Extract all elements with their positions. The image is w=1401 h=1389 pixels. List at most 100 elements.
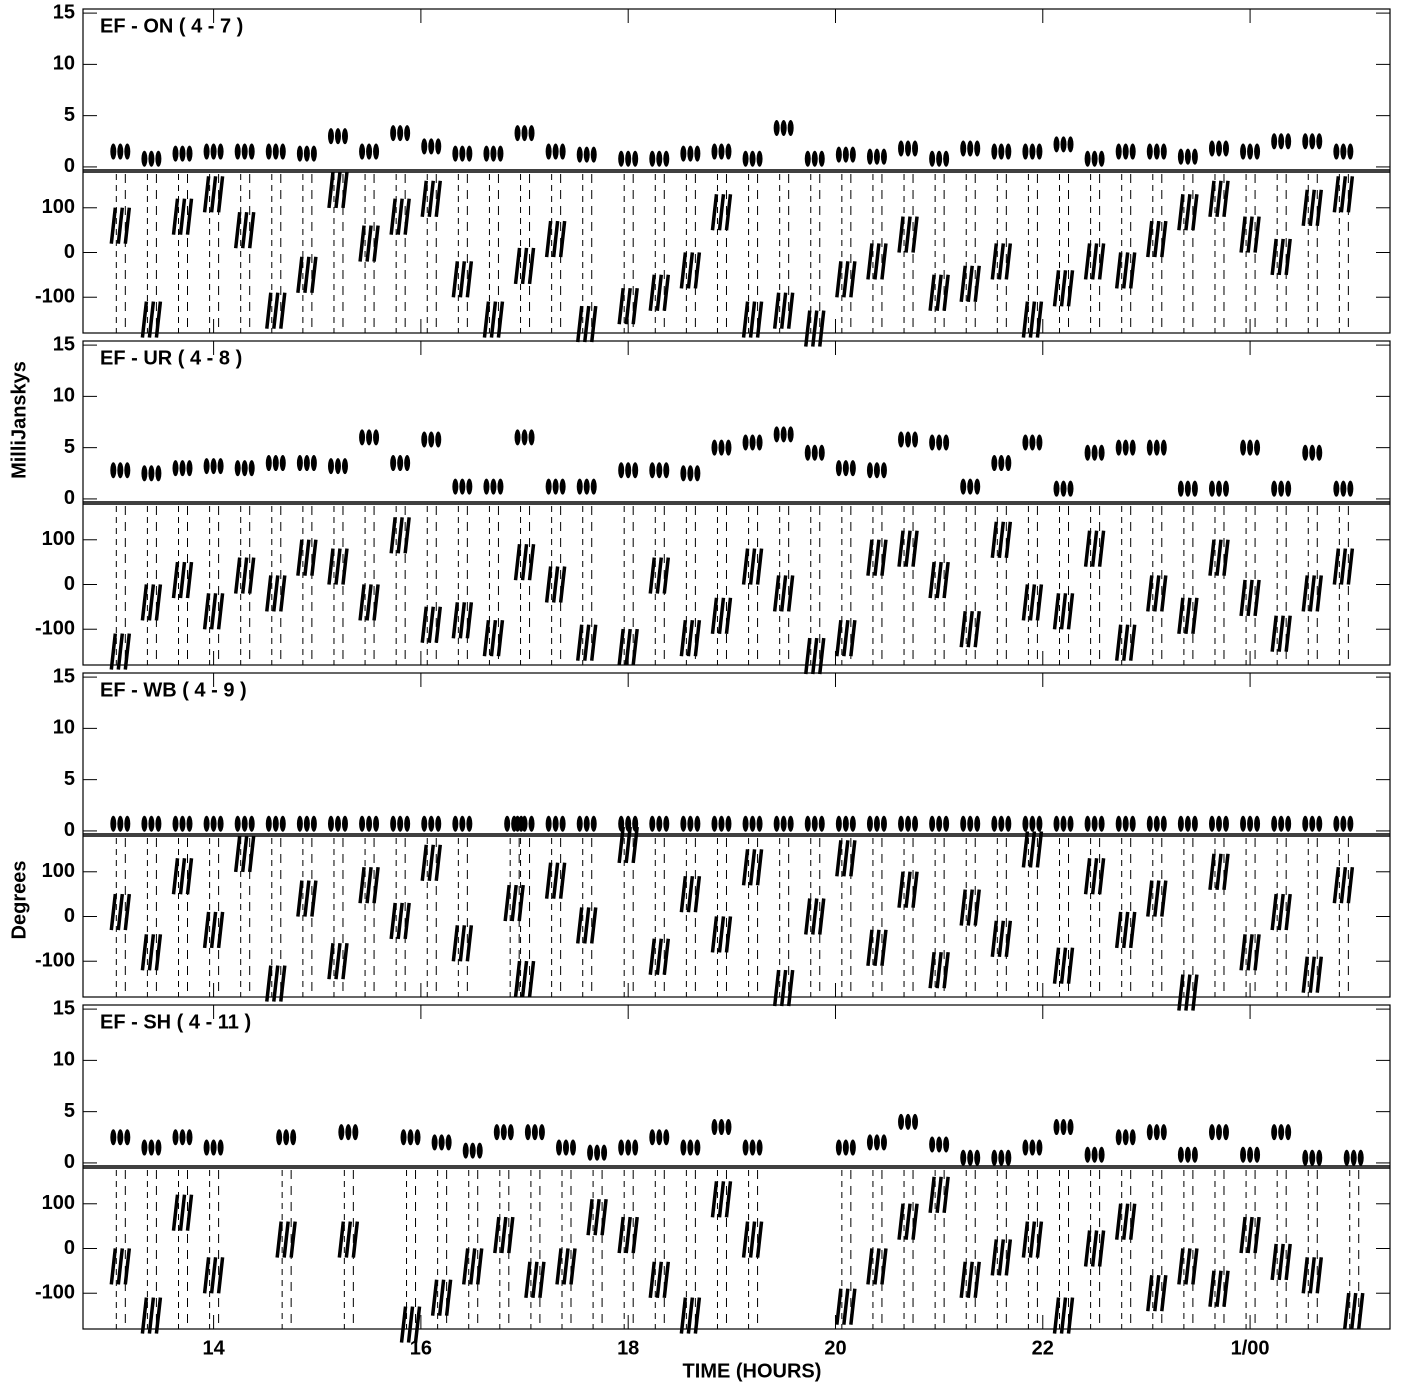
phase-point bbox=[296, 256, 318, 294]
amplitude-point bbox=[1271, 815, 1292, 832]
x-tick-label: 1/00 bbox=[1231, 1337, 1270, 1359]
phase-point bbox=[389, 902, 411, 940]
amplitude-point bbox=[483, 478, 504, 495]
phase-point bbox=[1270, 1243, 1292, 1281]
amplitude-point bbox=[576, 146, 597, 163]
y-tick-label: 10 bbox=[53, 385, 75, 407]
phase-point bbox=[835, 840, 857, 877]
phase-point bbox=[451, 925, 474, 962]
amplitude-point bbox=[898, 1113, 919, 1130]
y-tick-label: 15 bbox=[53, 665, 75, 687]
phase-point bbox=[710, 1181, 733, 1218]
phase-point bbox=[109, 893, 132, 931]
phase-point bbox=[1332, 867, 1355, 904]
phase-point bbox=[772, 575, 795, 612]
y-tick-label: 15 bbox=[53, 997, 75, 1019]
phase-point bbox=[1177, 194, 1199, 231]
phase-point bbox=[327, 548, 349, 585]
panel-frame bbox=[82, 8, 1391, 334]
x-tick-label: 22 bbox=[1032, 1337, 1054, 1359]
amplitude-point bbox=[110, 462, 131, 479]
phase-point bbox=[451, 602, 474, 639]
amplitude-point bbox=[804, 815, 825, 832]
amplitude-point bbox=[400, 1129, 421, 1146]
phase-point bbox=[1239, 934, 1261, 971]
phase-point bbox=[233, 835, 256, 873]
phase-point bbox=[990, 243, 1013, 280]
phase-point bbox=[171, 561, 194, 599]
amplitude-point bbox=[1146, 143, 1167, 160]
amplitude-point bbox=[234, 460, 255, 477]
phase-point bbox=[420, 844, 442, 882]
amplitude-point bbox=[618, 1139, 639, 1156]
y-tick-label: 5 bbox=[64, 104, 75, 126]
phase-point bbox=[928, 561, 950, 599]
amplitude-point bbox=[545, 478, 566, 495]
phase-point bbox=[1301, 1257, 1323, 1294]
y-tick-label: 0 bbox=[64, 155, 75, 177]
amplitude-point bbox=[296, 455, 317, 472]
phase-point bbox=[804, 637, 826, 675]
y-tick-label: 5 bbox=[64, 1100, 75, 1122]
y2-tick-label: 100 bbox=[42, 860, 75, 882]
amplitude-point bbox=[390, 455, 411, 472]
amplitude-point bbox=[960, 815, 981, 832]
amplitude-point bbox=[649, 1129, 670, 1146]
amplitude-point bbox=[1022, 143, 1043, 160]
amplitude-point bbox=[1084, 815, 1105, 832]
phase-point bbox=[171, 858, 194, 895]
phase-point bbox=[430, 1279, 453, 1316]
phase-point bbox=[233, 211, 256, 249]
phase-point bbox=[171, 198, 194, 235]
amplitude-point bbox=[483, 145, 504, 162]
y2-tick-label: -100 bbox=[35, 618, 75, 640]
amplitude-point bbox=[555, 1139, 576, 1156]
panel-title: EF - WB ( 4 - 9 ) bbox=[100, 679, 247, 701]
phase-point bbox=[959, 889, 981, 926]
phase-point bbox=[1114, 252, 1137, 289]
x-tick-label: 16 bbox=[410, 1337, 432, 1359]
phase-point bbox=[1270, 615, 1292, 652]
phase-point bbox=[866, 243, 888, 280]
amplitude-point bbox=[929, 150, 950, 167]
phase-point bbox=[399, 1306, 422, 1343]
phase-point bbox=[275, 1221, 297, 1258]
amplitude-point bbox=[960, 1149, 981, 1166]
amplitude-point bbox=[1302, 815, 1323, 832]
amplitude-point bbox=[234, 815, 255, 832]
amplitude-point bbox=[421, 815, 442, 832]
amplitude-point bbox=[898, 431, 919, 448]
amplitude-point bbox=[680, 145, 701, 162]
phase-point bbox=[171, 1194, 194, 1231]
amplitude-point bbox=[338, 1124, 359, 1141]
phase-point bbox=[1342, 1292, 1365, 1330]
panel-frame bbox=[82, 340, 1391, 666]
phase-point bbox=[202, 1257, 225, 1294]
amplitude-point bbox=[866, 1134, 887, 1151]
amplitude-point bbox=[711, 439, 732, 456]
amplitude-point bbox=[421, 138, 442, 155]
phase-point bbox=[513, 247, 536, 285]
amplitude-point bbox=[1053, 815, 1074, 832]
x-tick-label: 14 bbox=[202, 1337, 225, 1359]
amplitude-point bbox=[1115, 1129, 1136, 1146]
amplitude-point bbox=[1302, 1149, 1323, 1166]
phase-point bbox=[648, 557, 671, 594]
phase-point bbox=[575, 624, 598, 661]
phase-point bbox=[202, 911, 225, 949]
y-tick-label: 10 bbox=[53, 53, 75, 75]
amplitude-point bbox=[898, 140, 919, 157]
amplitude-point bbox=[1271, 1124, 1292, 1141]
phase-point bbox=[482, 301, 505, 338]
amplitude-point bbox=[359, 429, 380, 446]
panel-title: EF - SH ( 4 - 11 ) bbox=[100, 1011, 251, 1033]
phase-point bbox=[679, 875, 702, 913]
phase-point bbox=[897, 871, 919, 908]
amplitude-point bbox=[327, 128, 348, 145]
y-tick-label: 15 bbox=[53, 1, 75, 23]
phase-point bbox=[1021, 1221, 1044, 1258]
x-tick-label: 20 bbox=[824, 1337, 846, 1359]
phase-point bbox=[544, 862, 567, 899]
amplitude-point bbox=[421, 431, 442, 448]
amplitude-point bbox=[804, 444, 825, 461]
